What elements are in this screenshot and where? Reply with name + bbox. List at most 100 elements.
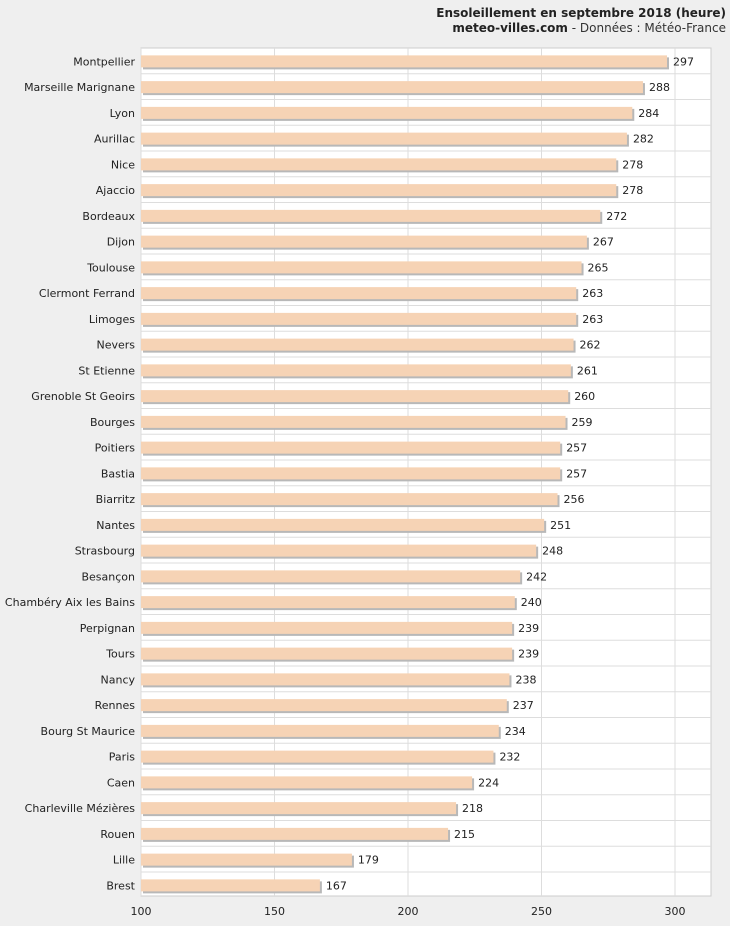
value-label: 265 <box>588 261 609 274</box>
value-label: 179 <box>358 854 379 867</box>
value-label: 267 <box>593 236 614 249</box>
bar <box>141 441 561 454</box>
value-label: 232 <box>499 751 520 764</box>
category-label: Nevers <box>96 339 135 352</box>
data-source: - Données : Météo-France <box>567 21 726 35</box>
value-label: 248 <box>542 545 563 558</box>
value-label: 262 <box>580 339 601 352</box>
bar <box>141 673 510 686</box>
value-label: 237 <box>513 699 534 712</box>
bar <box>141 55 667 68</box>
bar <box>141 235 587 248</box>
bar <box>141 209 601 222</box>
value-label: 218 <box>462 802 483 815</box>
value-label: 256 <box>564 493 585 506</box>
value-label: 278 <box>622 158 643 171</box>
chart-title: Ensoleillement en septembre 2018 (heure) <box>436 6 726 20</box>
bar <box>141 750 494 763</box>
value-label: 288 <box>649 81 670 94</box>
bar <box>141 158 617 171</box>
category-label: Aurillac <box>94 133 135 146</box>
bar <box>141 544 537 557</box>
value-label: 282 <box>633 133 654 146</box>
value-label: 238 <box>515 673 536 686</box>
x-tick-label: 200 <box>398 905 419 918</box>
category-label: Strasbourg <box>75 545 135 558</box>
bar <box>141 853 352 866</box>
value-label: 234 <box>505 725 526 738</box>
category-label: Nancy <box>101 673 136 686</box>
bar <box>141 261 582 274</box>
value-label: 284 <box>638 107 659 120</box>
value-label: 239 <box>518 648 539 661</box>
bar <box>141 827 449 840</box>
category-label: Bourges <box>90 416 135 429</box>
category-label: Grenoble St Geoirs <box>31 390 135 403</box>
category-label: Charleville Mézières <box>25 802 136 815</box>
category-label: Paris <box>109 751 135 764</box>
value-label: 242 <box>526 570 547 583</box>
value-label: 278 <box>622 184 643 197</box>
bar <box>141 879 320 892</box>
bar <box>141 287 577 300</box>
category-label: Ajaccio <box>96 184 135 197</box>
value-label: 167 <box>326 879 347 892</box>
bar <box>141 776 473 789</box>
bar <box>141 518 545 531</box>
chart-header: Ensoleillement en septembre 2018 (heure)… <box>436 6 726 36</box>
bar <box>141 184 617 197</box>
bar <box>141 390 569 403</box>
bar <box>141 570 521 583</box>
value-label: 297 <box>673 55 694 68</box>
category-label: Bastia <box>101 467 135 480</box>
x-tick-label: 250 <box>531 905 552 918</box>
x-tick-label: 150 <box>264 905 285 918</box>
category-label: Nice <box>111 158 135 171</box>
value-label: 251 <box>550 519 571 532</box>
category-label: Bourg St Maurice <box>41 725 136 738</box>
category-label: Poitiers <box>95 442 136 455</box>
category-label: Perpignan <box>80 622 135 635</box>
value-label: 259 <box>572 416 593 429</box>
value-label: 261 <box>577 364 598 377</box>
bar <box>141 312 577 325</box>
bar <box>141 596 515 609</box>
site-name[interactable]: meteo-villes.com <box>452 21 568 35</box>
x-tick-label: 300 <box>665 905 686 918</box>
value-label: 260 <box>574 390 595 403</box>
category-label: St Etienne <box>78 364 135 377</box>
bar <box>141 802 457 815</box>
category-label: Rouen <box>100 828 135 841</box>
category-label: Dijon <box>107 236 135 249</box>
category-label: Tours <box>105 648 135 661</box>
value-label: 263 <box>582 287 603 300</box>
bar <box>141 699 507 712</box>
bar <box>141 338 574 351</box>
value-label: 272 <box>606 210 627 223</box>
category-label: Besançon <box>81 570 135 583</box>
category-label: Chambéry Aix les Bains <box>5 596 135 609</box>
bar <box>141 81 643 94</box>
value-label: 224 <box>478 776 499 789</box>
category-label: Bordeaux <box>82 210 135 223</box>
value-label: 215 <box>454 828 475 841</box>
bar <box>141 647 513 660</box>
bar <box>141 621 513 634</box>
bar <box>141 415 566 428</box>
bar <box>141 132 627 145</box>
category-label: Rennes <box>95 699 136 712</box>
bar <box>141 724 499 737</box>
category-label: Toulouse <box>86 261 135 274</box>
value-label: 257 <box>566 442 587 455</box>
category-label: Lille <box>113 854 135 867</box>
category-label: Limoges <box>89 313 135 326</box>
category-label: Nantes <box>96 519 135 532</box>
bar <box>141 364 571 377</box>
bar <box>141 467 561 480</box>
value-label: 240 <box>521 596 542 609</box>
bar <box>141 106 633 119</box>
x-tick-label: 100 <box>131 905 152 918</box>
value-label: 257 <box>566 467 587 480</box>
category-label: Caen <box>107 776 135 789</box>
